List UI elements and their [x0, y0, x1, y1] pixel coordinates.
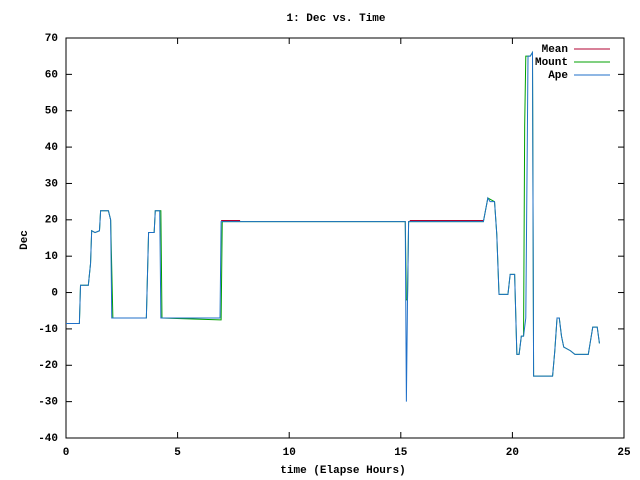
- y-tick-label: -20: [38, 360, 58, 372]
- y-tick-label: 0: [51, 287, 58, 299]
- chart-title: 1: Dec vs. Time: [286, 13, 385, 25]
- data-line: [66, 50, 600, 402]
- y-tick-label: -10: [38, 324, 58, 336]
- y-tick-label: 60: [45, 69, 58, 81]
- legend-label: Mount: [535, 57, 568, 69]
- plot-frame: [65, 37, 625, 439]
- legend-label: Ape: [548, 70, 568, 82]
- x-tick-label: 0: [63, 447, 70, 459]
- x-tick-label: 15: [394, 447, 408, 459]
- x-tick-label: 20: [506, 447, 519, 459]
- legend-label: Mean: [542, 44, 568, 56]
- y-tick-label: -30: [38, 397, 58, 409]
- y-tick-label: -40: [38, 433, 58, 445]
- y-tick-label: 10: [45, 251, 58, 263]
- y-tick-label: 30: [45, 178, 58, 190]
- x-tick-label: 25: [617, 447, 631, 459]
- y-axis-label: Dec: [19, 230, 31, 250]
- x-tick-label: 5: [174, 447, 181, 459]
- y-tick-label: 50: [45, 106, 58, 118]
- x-axis-label: time (Elapse Hours): [280, 465, 405, 477]
- data-line: [66, 50, 600, 377]
- y-tick-label: 40: [45, 142, 58, 154]
- x-tick-label: 10: [283, 447, 296, 459]
- y-tick-label: 70: [45, 33, 58, 45]
- y-tick-label: 20: [45, 215, 58, 227]
